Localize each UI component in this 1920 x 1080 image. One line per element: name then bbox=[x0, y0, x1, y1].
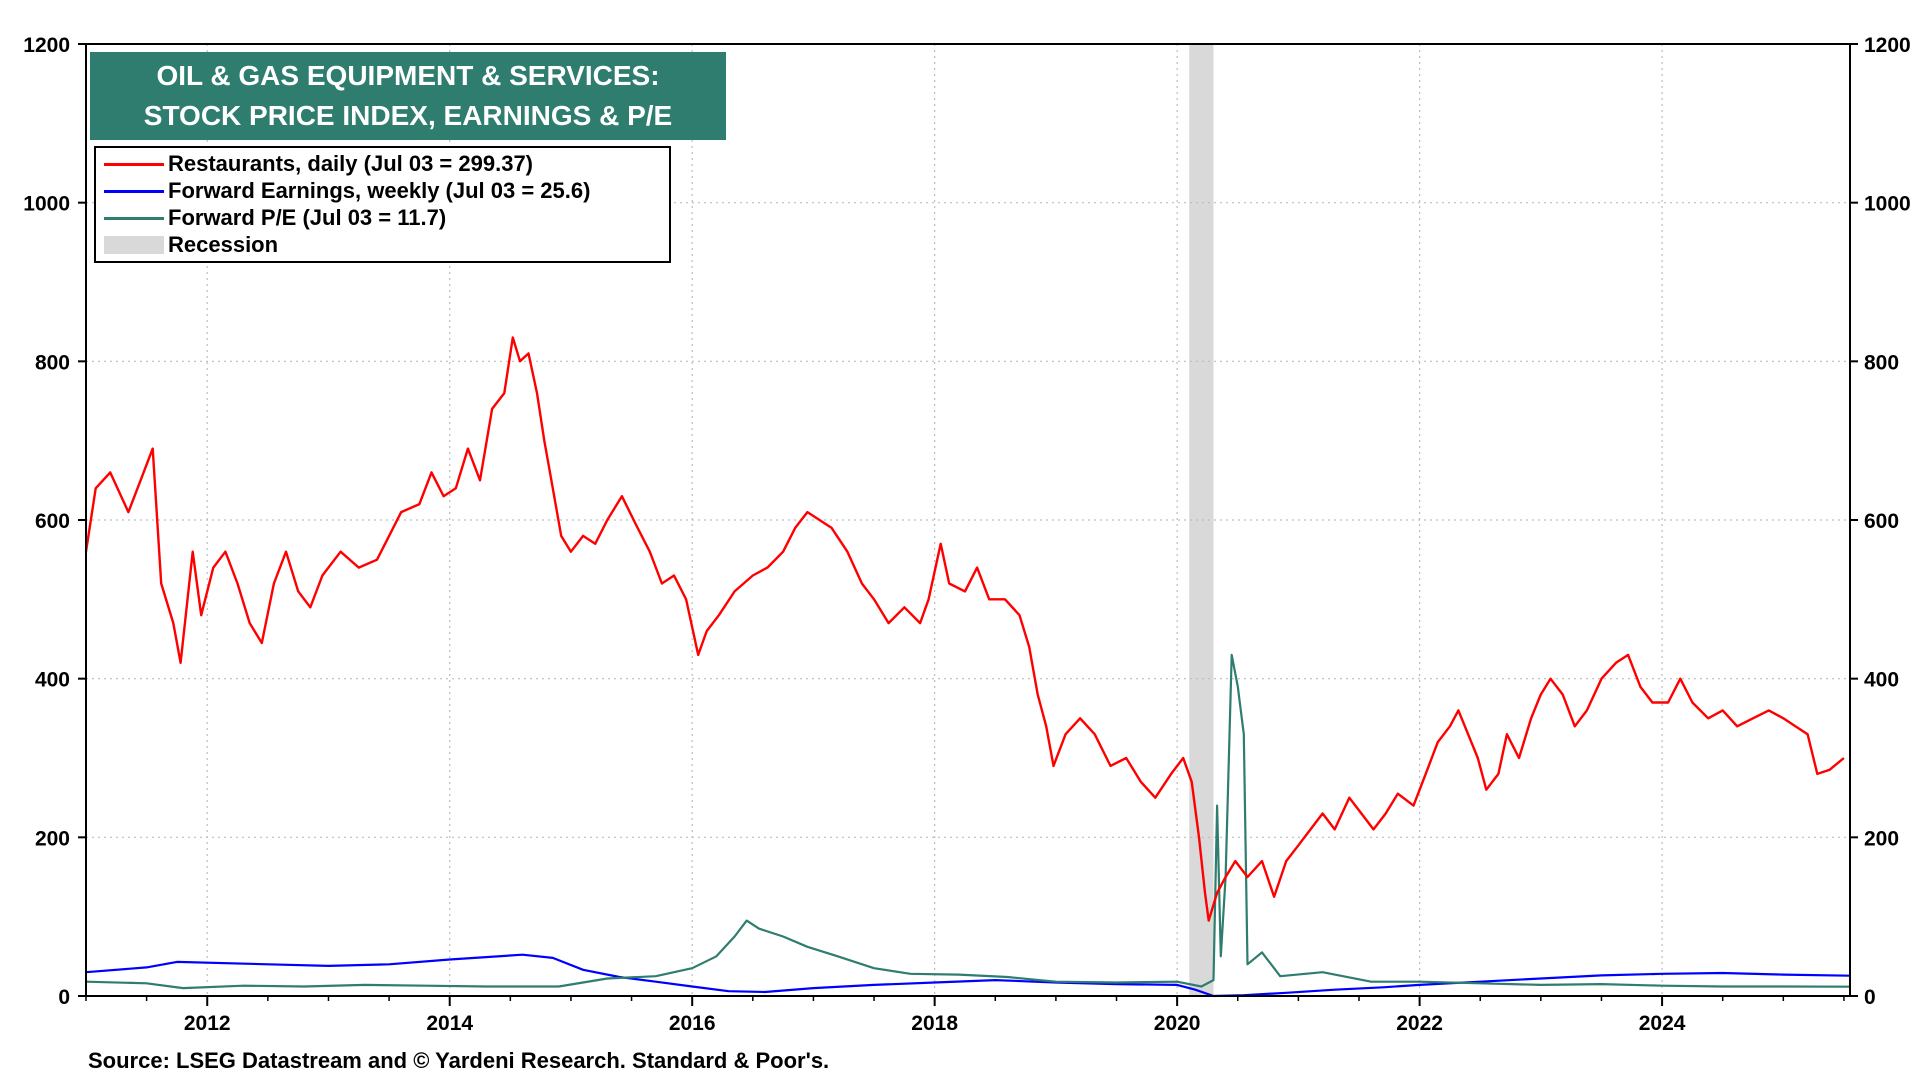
y-tick-label-right: 600 bbox=[1864, 510, 1899, 533]
legend: Restaurants, daily (Jul 03 = 299.37) For… bbox=[94, 146, 671, 263]
y-tick-label-right: 200 bbox=[1864, 827, 1899, 850]
chart-title-line-2: STOCK PRICE INDEX, EARNINGS & P/E bbox=[143, 100, 673, 131]
x-tick-label: 2022 bbox=[1396, 1012, 1443, 1035]
y-tick-label-left: 800 bbox=[35, 351, 70, 374]
y-tick-label-left: 1000 bbox=[23, 193, 70, 216]
series-line-restaurants bbox=[84, 336, 1845, 922]
x-tick-label: 2024 bbox=[1639, 1012, 1686, 1035]
y-tick-label-left: 0 bbox=[58, 986, 70, 1009]
chart-title-line-1: OIL & GAS EQUIPMENT & SERVICES: bbox=[156, 60, 660, 91]
legend-swatch-forward-pe bbox=[104, 217, 164, 220]
y-tick-label-left: 200 bbox=[35, 827, 70, 850]
x-tick-label: 2014 bbox=[426, 1012, 473, 1035]
series-layer bbox=[84, 336, 1851, 998]
series-line-forward-pe bbox=[85, 653, 1851, 990]
y-tick-label-left: 600 bbox=[35, 510, 70, 533]
axis-ticks-layer: 0 0 200 200 400 400 600 600 800 800 1000 1000 1200 12… bbox=[23, 34, 1910, 1035]
legend-label-recession: Recession bbox=[168, 232, 279, 257]
legend-item-recession: Recession bbox=[96, 231, 669, 257]
legend-swatch-forward-earnings bbox=[104, 190, 164, 193]
y-tick-label-left: 1200 bbox=[23, 34, 70, 57]
legend-swatch-recession bbox=[104, 236, 164, 254]
y-tick-label-right: 800 bbox=[1864, 351, 1899, 374]
legend-label-restaurants: Restaurants, daily (Jul 03 = 299.37) bbox=[168, 151, 534, 176]
x-tick-label: 2016 bbox=[669, 1012, 716, 1035]
legend-item-restaurants: Restaurants, daily (Jul 03 = 299.37) bbox=[96, 150, 669, 176]
y-tick-label-right: 1000 bbox=[1864, 193, 1911, 216]
x-tick-label: 2018 bbox=[911, 1012, 958, 1035]
y-tick-label-right: 400 bbox=[1864, 669, 1899, 692]
y-tick-label-left: 400 bbox=[35, 669, 70, 692]
legend-swatch-restaurants bbox=[104, 163, 164, 166]
legend-label-forward-earnings: Forward Earnings, weekly (Jul 03 = 25.6) bbox=[168, 178, 591, 203]
gridlines bbox=[86, 44, 1850, 996]
chart-title: OIL & GAS EQUIPMENT & SERVICES: STOCK PR… bbox=[90, 52, 726, 140]
legend-item-forward-pe: Forward P/E (Jul 03 = 11.7) bbox=[96, 204, 669, 230]
source-note: Source: LSEG Datastream and © Yardeni Re… bbox=[88, 1048, 830, 1073]
series-line-forward-earnings bbox=[85, 953, 1851, 998]
y-tick-label-right: 0 bbox=[1864, 986, 1876, 1009]
x-tick-label: 2012 bbox=[184, 1012, 231, 1035]
legend-label-forward-pe: Forward P/E (Jul 03 = 11.7) bbox=[168, 205, 447, 230]
legend-item-forward-earnings: Forward Earnings, weekly (Jul 03 = 25.6) bbox=[96, 177, 669, 203]
y-tick-label-right: 1200 bbox=[1864, 34, 1911, 57]
x-tick-label: 2020 bbox=[1154, 1012, 1201, 1035]
